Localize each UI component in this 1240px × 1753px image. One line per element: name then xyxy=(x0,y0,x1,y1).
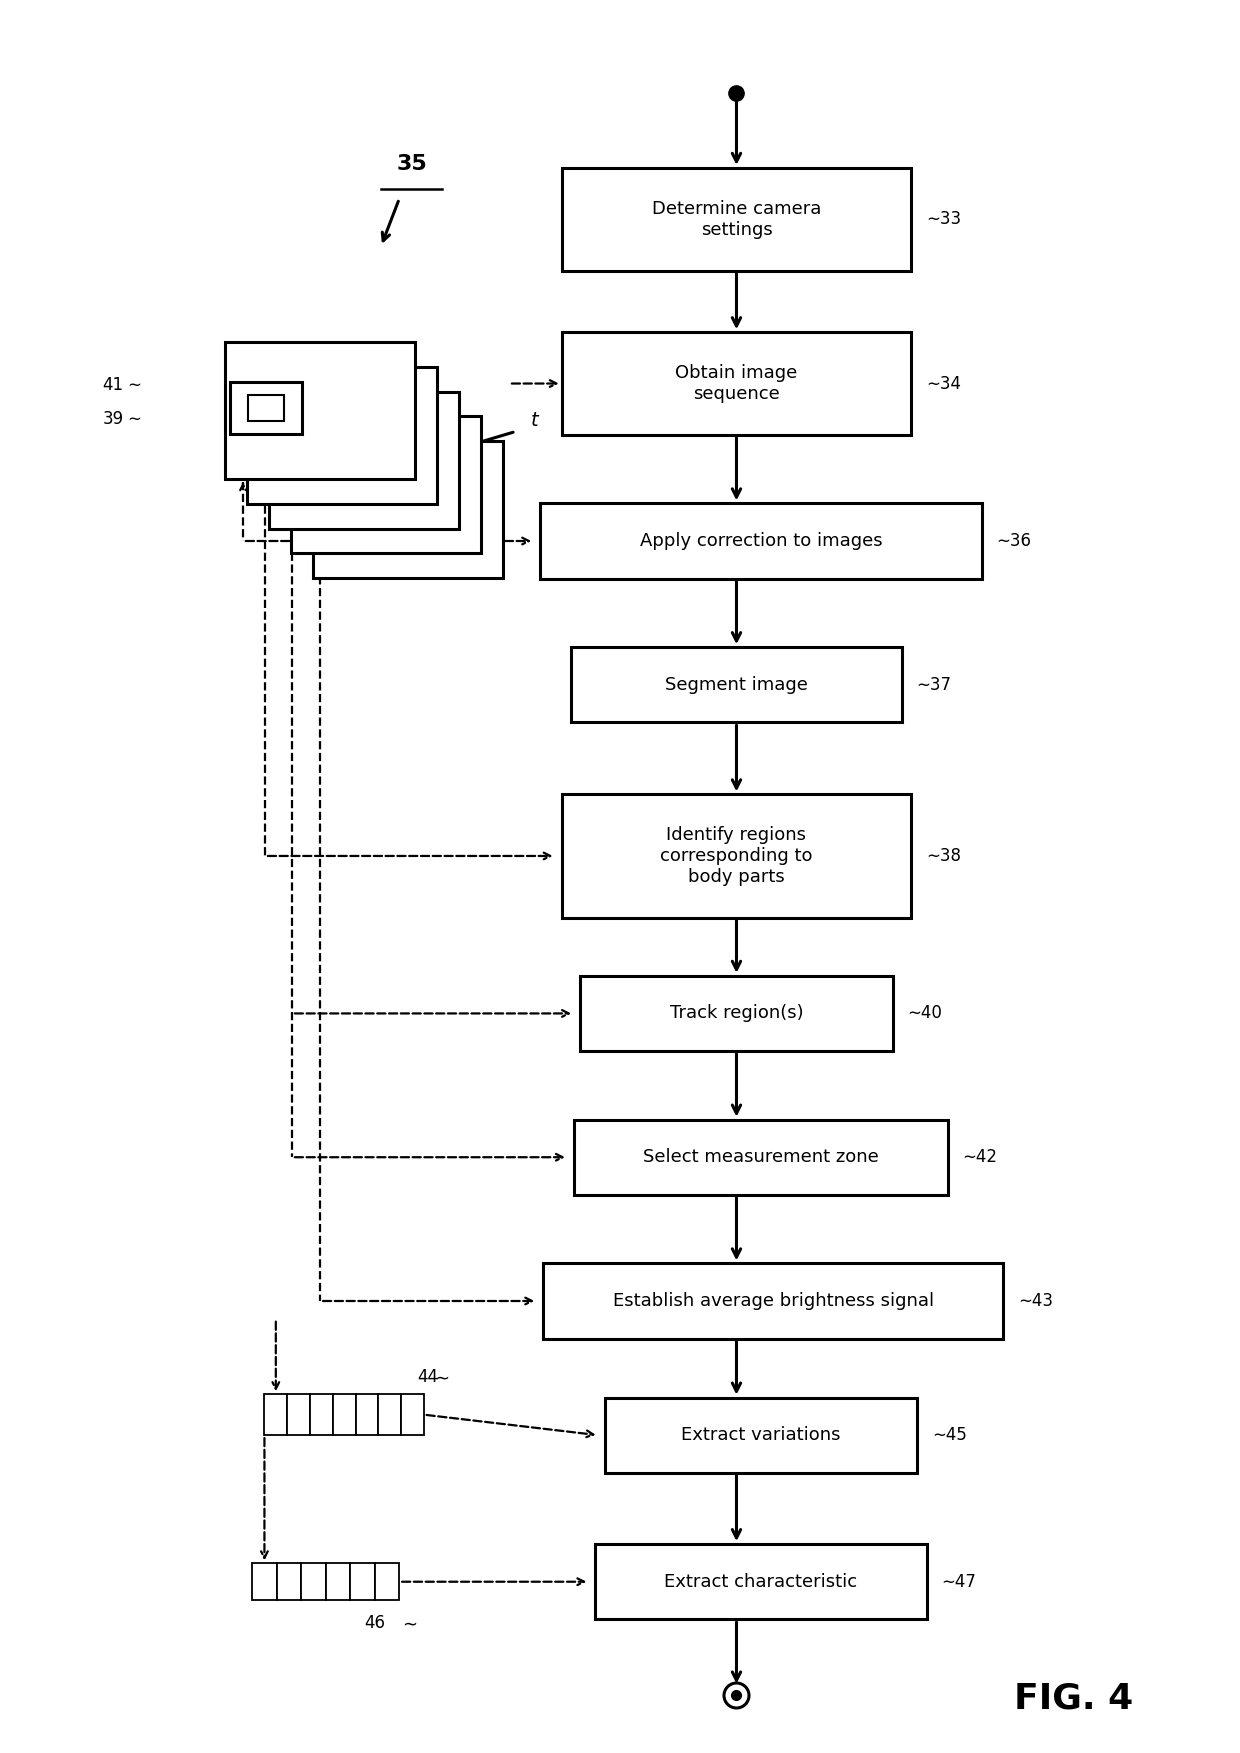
Text: ∼40: ∼40 xyxy=(908,1004,942,1022)
Text: 41: 41 xyxy=(103,375,124,394)
Text: t: t xyxy=(531,410,538,429)
Text: ∼: ∼ xyxy=(402,1616,417,1634)
Text: Extract variations: Extract variations xyxy=(681,1427,841,1444)
Text: ∼47: ∼47 xyxy=(941,1572,976,1590)
Text: Establish average brightness signal: Establish average brightness signal xyxy=(613,1292,934,1309)
Text: Apply correction to images: Apply correction to images xyxy=(640,531,883,550)
Text: ∼42: ∼42 xyxy=(962,1148,998,1166)
Bar xyxy=(350,1564,374,1600)
Bar xyxy=(312,442,503,578)
Text: FIG. 4: FIG. 4 xyxy=(1014,1681,1133,1714)
Text: ∼43: ∼43 xyxy=(1018,1292,1053,1309)
Bar xyxy=(332,1394,356,1436)
Bar xyxy=(252,1564,277,1600)
Text: 46: 46 xyxy=(365,1615,386,1632)
Text: 35: 35 xyxy=(397,154,427,174)
Bar xyxy=(247,366,436,505)
Bar xyxy=(231,382,303,435)
Text: ∼33: ∼33 xyxy=(926,210,961,228)
Bar xyxy=(326,1564,350,1600)
Text: ∼38: ∼38 xyxy=(926,847,961,864)
Bar xyxy=(401,1394,424,1436)
Text: ∼37: ∼37 xyxy=(916,677,952,694)
Bar xyxy=(224,342,414,479)
Bar xyxy=(301,1564,326,1600)
Bar xyxy=(595,1544,926,1620)
Bar xyxy=(356,1394,378,1436)
Bar xyxy=(541,503,982,578)
Bar xyxy=(570,647,901,722)
Text: ∼45: ∼45 xyxy=(932,1427,967,1444)
Text: ∼: ∼ xyxy=(128,375,141,394)
Text: ∼36: ∼36 xyxy=(997,531,1032,550)
Bar xyxy=(288,1394,310,1436)
Bar xyxy=(269,391,459,529)
Bar xyxy=(543,1264,1003,1339)
Text: ∼: ∼ xyxy=(128,410,141,428)
Bar xyxy=(310,1394,332,1436)
Bar xyxy=(562,168,911,270)
Bar xyxy=(562,794,911,917)
Bar xyxy=(264,1394,288,1436)
Bar xyxy=(574,1120,949,1196)
Text: ∼: ∼ xyxy=(434,1371,449,1388)
Text: Obtain image
sequence: Obtain image sequence xyxy=(676,365,797,403)
Text: Determine camera
settings: Determine camera settings xyxy=(652,200,821,238)
Text: Select measurement zone: Select measurement zone xyxy=(644,1148,879,1166)
Text: 44: 44 xyxy=(418,1367,439,1387)
Text: Extract characteristic: Extract characteristic xyxy=(665,1572,858,1590)
Bar xyxy=(562,331,911,435)
Bar xyxy=(248,394,284,421)
Bar xyxy=(378,1394,401,1436)
Text: 39: 39 xyxy=(103,410,124,428)
Text: Segment image: Segment image xyxy=(665,677,808,694)
Text: Track region(s): Track region(s) xyxy=(670,1004,804,1022)
Bar xyxy=(580,976,893,1052)
Bar xyxy=(291,417,481,554)
Bar xyxy=(605,1397,918,1473)
Text: ∼34: ∼34 xyxy=(926,375,961,393)
Text: Identify regions
corresponding to
body parts: Identify regions corresponding to body p… xyxy=(660,826,812,885)
Bar xyxy=(277,1564,301,1600)
Bar xyxy=(374,1564,399,1600)
